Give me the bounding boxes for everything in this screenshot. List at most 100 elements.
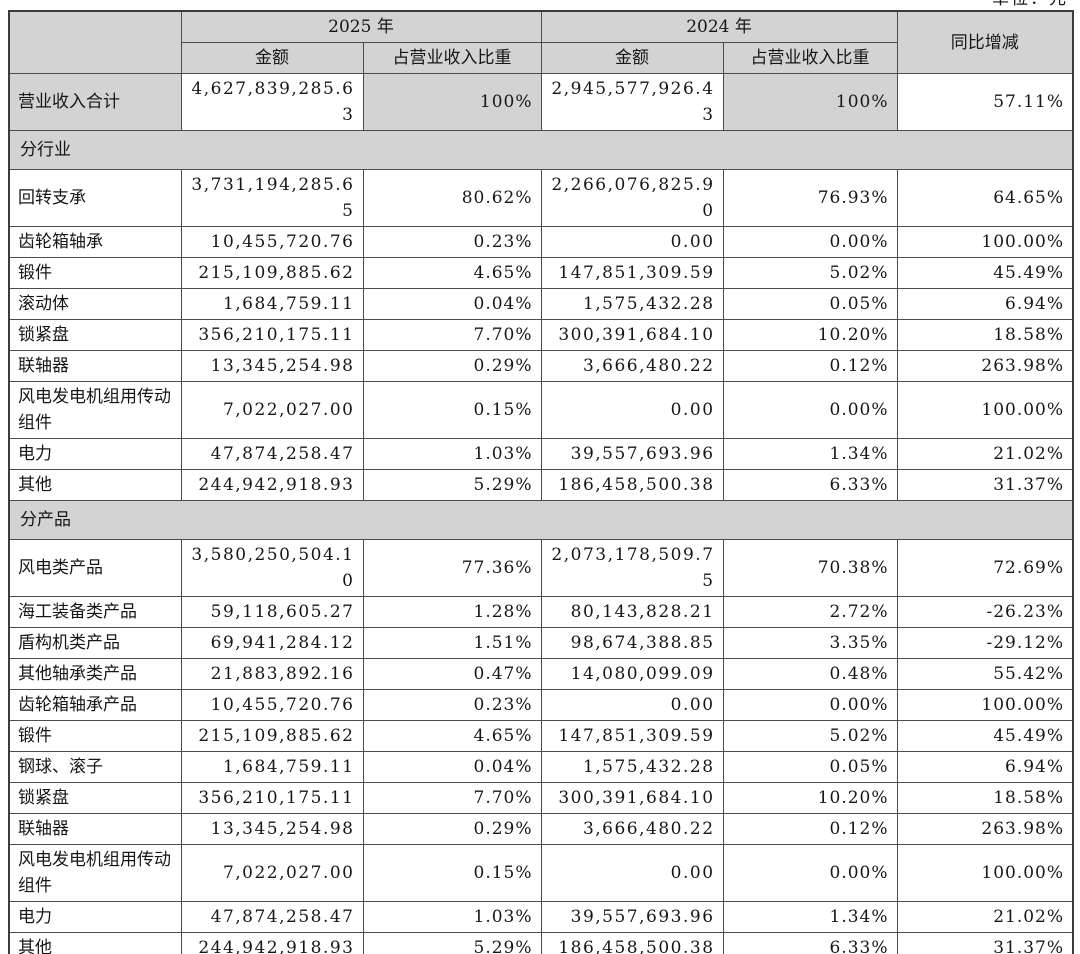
row-label-cell: 电力 [8,901,182,933]
data-row: 海工装备类产品 59,118,605.27 1.28% 80,143,828.21 2.… [8,596,1074,628]
yoy-cell: 21.02% [896,901,1074,933]
pct-2025-cell: 1.28% [362,596,542,628]
corner-cell [8,10,182,74]
amount-2024-cell: 39,557,693.96 [540,438,724,470]
data-row: 电力 47,874,258.47 1.03% 39,557,693.96 1.34% 21… [8,438,1074,470]
pct-2025-cell: 7.70% [362,782,542,814]
row-label-cell: 其他 [8,932,182,954]
amount-2024-cell: 147,851,309.59 [540,257,724,289]
row-label-cell: 风电发电机组用传动组件 [8,844,182,902]
pct-2024-cell: 1.34% [722,438,898,470]
pct-2025-cell: 0.15% [362,381,542,439]
yoy-cell: -29.12% [896,627,1074,659]
amount-2024-cell: 0.00 [540,381,724,439]
pct-2024-cell: 0.05% [722,288,898,320]
data-row: 锁紧盘 356,210,175.11 7.70% 300,391,684.10 10.2… [8,319,1074,351]
amount-2024-cell: 2,945,577,926.43 [540,73,724,131]
pct-2024-cell: 0.00% [722,844,898,902]
revenue-breakdown-table: 2025 年 2024 年 同比增减 金额 占营业收入比重 金额 占营业收入比重… [8,10,1075,954]
pct-2024-cell: 100% [722,73,898,131]
pct-2025-cell: 0.29% [362,350,542,382]
amount-2024-cell: 147,851,309.59 [540,720,724,752]
yoy-header: 同比增减 [896,10,1074,74]
pct-2024-cell: 6.33% [722,469,898,501]
yoy-cell: 21.02% [896,438,1074,470]
pct-2025-header: 占营业收入比重 [362,42,542,74]
yoy-cell: 100.00% [896,689,1074,721]
yoy-cell: 6.94% [896,751,1074,783]
data-row: 其他轴承类产品 21,883,892.16 0.47% 14,080,099.09 0.… [8,658,1074,690]
data-row: 齿轮箱轴承产品 10,455,720.76 0.23% 0.00 0.00% 100.00… [8,689,1074,721]
row-label-cell: 锻件 [8,257,182,289]
amount-2025-cell: 7,022,027.00 [180,844,364,902]
data-row: 盾构机类产品 69,941,284.12 1.51% 98,674,388.85 3.3… [8,627,1074,659]
amount-2025-cell: 47,874,258.47 [180,438,364,470]
row-label-cell: 锻件 [8,720,182,752]
pct-2025-cell: 0.47% [362,658,542,690]
unit-note-text: 单位：元 [948,0,1068,6]
data-row: 锻件 215,109,885.62 4.65% 147,851,309.59 5.02%… [8,257,1074,289]
amount-2024-cell: 80,143,828.21 [540,596,724,628]
row-label-cell: 联轴器 [8,813,182,845]
pct-2025-cell: 0.04% [362,751,542,783]
row-label-cell: 齿轮箱轴承产品 [8,689,182,721]
pct-2025-cell: 0.29% [362,813,542,845]
amount-2024-cell: 14,080,099.09 [540,658,724,690]
data-row: 联轴器 13,345,254.98 0.29% 3,666,480.22 0.12% 26… [8,350,1074,382]
pct-2024-cell: 10.20% [722,319,898,351]
pct-2025-cell: 80.62% [362,169,542,227]
pct-2025-cell: 0.04% [362,288,542,320]
pct-2024-cell: 2.72% [722,596,898,628]
amount-2025-header: 金额 [180,42,364,74]
row-label-cell: 风电发电机组用传动组件 [8,381,182,439]
data-row: 锁紧盘 356,210,175.11 7.70% 300,391,684.10 10.2… [8,782,1074,814]
amount-2025-cell: 356,210,175.11 [180,319,364,351]
data-row: 其他 244,942,918.93 5.29% 186,458,500.38 6.33%… [8,469,1074,501]
amount-2025-cell: 59,118,605.27 [180,596,364,628]
amount-2024-cell: 3,666,480.22 [540,813,724,845]
yoy-cell: 31.37% [896,469,1074,501]
section-row: 分行业 [8,130,1074,170]
pct-2025-cell: 7.70% [362,319,542,351]
amount-2024-cell: 3,666,480.22 [540,350,724,382]
amount-2025-cell: 10,455,720.76 [180,226,364,258]
row-label-cell: 电力 [8,438,182,470]
amount-2025-cell: 13,345,254.98 [180,813,364,845]
amount-2025-cell: 215,109,885.62 [180,257,364,289]
row-label-cell: 联轴器 [8,350,182,382]
yoy-cell: 45.49% [896,720,1074,752]
pct-2024-cell: 6.33% [722,932,898,954]
pct-2024-cell: 10.20% [722,782,898,814]
row-label-cell: 其他轴承类产品 [8,658,182,690]
data-row: 滚动体 1,684,759.11 0.04% 1,575,432.28 0.05% 6.9… [8,288,1074,320]
yoy-cell: -26.23% [896,596,1074,628]
pct-2024-cell: 5.02% [722,257,898,289]
section-label: 分行业 [8,130,1074,170]
yoy-cell: 72.69% [896,539,1074,597]
yoy-cell: 100.00% [896,226,1074,258]
yoy-cell: 55.42% [896,658,1074,690]
pct-2025-cell: 100% [362,73,542,131]
amount-2024-cell: 186,458,500.38 [540,932,724,954]
total-row: 营业收入合计 4,627,839,285.63 100% 2,945,577,926.… [8,73,1074,131]
yoy-cell: 18.58% [896,319,1074,351]
yoy-cell: 100.00% [896,844,1074,902]
row-label-cell: 海工装备类产品 [8,596,182,628]
data-row: 风电发电机组用传动组件 7,022,027.00 0.15% 0.00 0.00% 100… [8,381,1074,439]
pct-2025-cell: 1.51% [362,627,542,659]
amount-2025-cell: 3,731,194,285.65 [180,169,364,227]
amount-2025-cell: 1,684,759.11 [180,288,364,320]
amount-2025-cell: 356,210,175.11 [180,782,364,814]
yoy-cell: 100.00% [896,381,1074,439]
amount-2025-cell: 7,022,027.00 [180,381,364,439]
pct-2024-cell: 3.35% [722,627,898,659]
amount-2025-cell: 3,580,250,504.10 [180,539,364,597]
amount-2025-cell: 215,109,885.62 [180,720,364,752]
yoy-cell: 263.98% [896,813,1074,845]
pct-2024-cell: 0.00% [722,381,898,439]
pct-2025-cell: 77.36% [362,539,542,597]
amount-2025-cell: 47,874,258.47 [180,901,364,933]
year-2024-header: 2024 年 [540,10,898,43]
amount-2024-cell: 0.00 [540,844,724,902]
pct-2024-cell: 0.12% [722,813,898,845]
